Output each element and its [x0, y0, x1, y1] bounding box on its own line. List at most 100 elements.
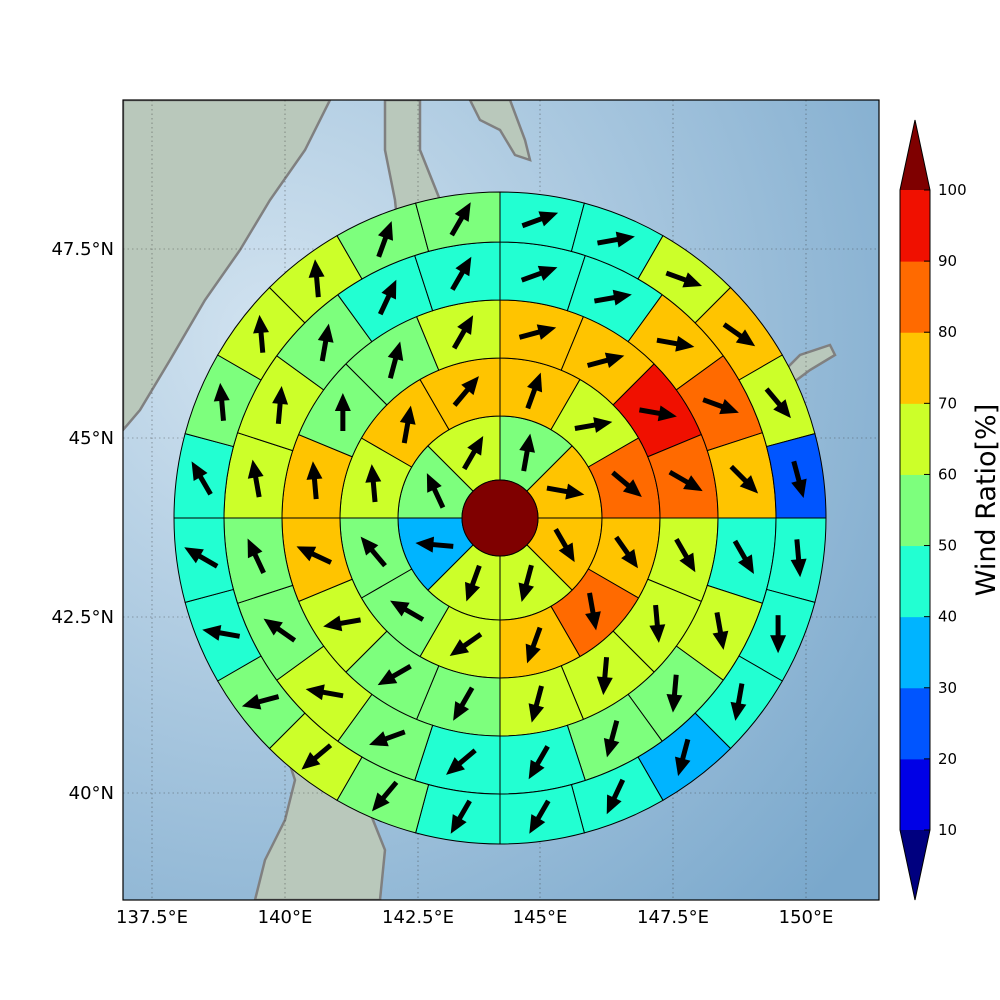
wind-arrow [317, 323, 334, 362]
wind-arrow [666, 674, 683, 713]
wind-arrow [184, 547, 219, 569]
wind-arrow [729, 464, 759, 494]
wind-arrow [596, 656, 613, 696]
wind-arrow [656, 335, 695, 352]
wind-arrow [730, 683, 747, 721]
wind-arrow [308, 259, 325, 298]
wind-arrow [247, 538, 266, 575]
wind-arrow [518, 324, 557, 340]
wind-arrow [790, 539, 807, 578]
wind-arrow [377, 279, 397, 316]
colorbar-segment [900, 616, 930, 689]
lon-tick-labels: 137.5°E 140°E 142.5°E 145°E 147.5°E 150°… [116, 907, 833, 928]
colorbar-tick-label: 20 [938, 750, 957, 768]
colorbar-segment [900, 261, 930, 333]
wind-arrow [399, 405, 416, 444]
lat-tick-label: 47.5°N [51, 239, 114, 260]
wind-arrow [528, 685, 545, 723]
wind-arrow [614, 535, 639, 569]
wind-arrow [296, 546, 333, 565]
wind-arrow [791, 460, 807, 499]
mainland-land [123, 100, 332, 432]
colorbar-tick-label: 30 [938, 679, 957, 697]
wind-arrow [770, 615, 787, 654]
wind-arrow [387, 341, 404, 379]
wind-arrow [390, 600, 425, 622]
wind-arrow [241, 694, 280, 710]
lon-tick-label: 140°E [258, 907, 313, 928]
lon-tick-label: 147.5°E [637, 907, 709, 928]
wind-arrow [451, 315, 474, 350]
map-border [122, 99, 880, 901]
wind-arrow [213, 382, 230, 421]
lat-tick-label: 40°N [69, 783, 114, 804]
wind-arrow [611, 470, 642, 497]
wind-arrow [365, 464, 382, 503]
wind-arrow [574, 417, 613, 433]
wind-arrow [450, 799, 472, 834]
wind-arrow [674, 538, 696, 573]
colorbar-tick-label: 90 [938, 252, 957, 270]
wind-arrow [586, 352, 625, 369]
colorbar-tick-label: 100 [938, 181, 967, 199]
colorbar-segment [900, 403, 930, 475]
lat-tick-labels: 47.5°N 45°N 42.5°N 40°N [51, 239, 114, 804]
wind-sector-rings [173, 191, 827, 845]
wind-arrow [528, 745, 550, 780]
colorbar-segment [900, 687, 930, 760]
wind-arrow [585, 592, 601, 631]
lon-tick-label: 142.5°E [382, 907, 454, 928]
lon-tick-label: 145°E [513, 907, 568, 928]
wind-arrow [553, 527, 575, 563]
wind-arrow [764, 387, 791, 419]
colorbar-extend-min [900, 830, 930, 900]
lon-tick-label: 150°E [779, 907, 834, 928]
wind-arrow [525, 372, 543, 410]
wind-arrows [184, 202, 807, 834]
wind-arrow [334, 392, 351, 431]
wind-arrow [519, 433, 536, 472]
lon-tick-label: 137.5°E [116, 907, 188, 928]
center-disc [461, 479, 539, 557]
wind-arrow [462, 436, 484, 471]
wind-arrow [450, 256, 472, 291]
wind-arrow [712, 611, 729, 650]
wind-arrow [369, 729, 406, 747]
lat-tick-label: 45°N [69, 428, 114, 449]
wind-arrow [449, 202, 471, 237]
wind-arrow [306, 461, 323, 500]
wind-arrow [674, 738, 691, 777]
colorbar-extend-max [900, 120, 930, 190]
wind-arrow [520, 265, 558, 283]
wind-arrow [518, 564, 534, 602]
wind-arrow [377, 663, 412, 686]
wind-arrow [521, 211, 559, 229]
wind-arrow [371, 780, 399, 812]
wind-arrow [376, 221, 394, 258]
wind-arrow [323, 615, 362, 632]
wind-arrow [525, 626, 543, 664]
wind-sector [415, 783, 501, 845]
wind-arrow [665, 270, 703, 288]
wind-arrow [732, 539, 754, 574]
wind-arrow [452, 376, 479, 407]
colorbar-tick-label: 40 [938, 608, 957, 626]
wind-arrow [305, 684, 344, 701]
wind-arrow [702, 397, 739, 415]
wind-arrow [529, 799, 551, 834]
wind-arrow [593, 289, 632, 306]
wind-arrow [191, 461, 213, 496]
wind-arrow [301, 743, 333, 770]
colorbar-tick-label: 50 [938, 537, 957, 555]
wind-arrow [649, 604, 666, 643]
colorbar-tick-label: 60 [938, 465, 957, 483]
wind-arrow [722, 322, 756, 347]
colorbar-segment [900, 190, 930, 262]
wind-arrow [446, 748, 477, 775]
wind-arrow [603, 720, 620, 758]
wind-arrow [638, 405, 677, 422]
wind-arrow [453, 686, 475, 721]
colorbar-tick-label: 80 [938, 323, 957, 341]
colorbar [899, 119, 931, 901]
